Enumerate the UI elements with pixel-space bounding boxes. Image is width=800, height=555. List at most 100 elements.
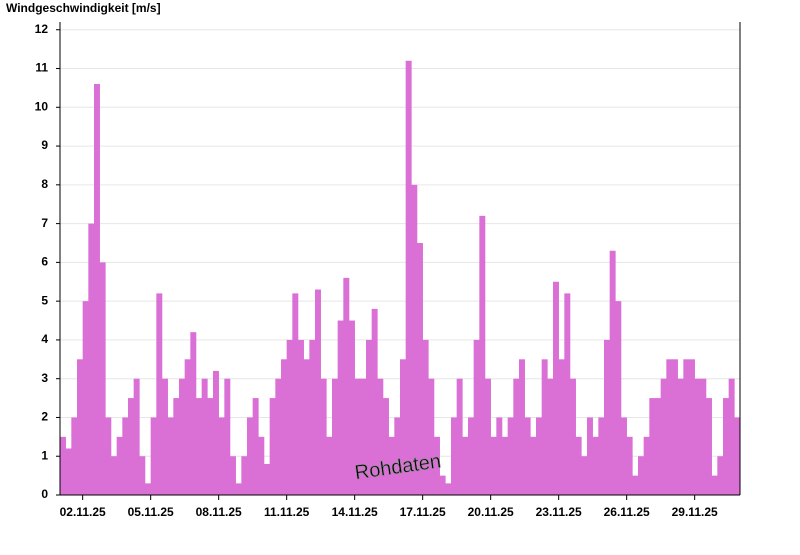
- y-tick-label: 6: [41, 255, 48, 269]
- bar: [184, 359, 191, 495]
- bar: [252, 398, 259, 495]
- bar: [303, 359, 310, 495]
- bar: [615, 301, 622, 495]
- bar: [734, 417, 741, 495]
- bar: [609, 250, 616, 495]
- bar: [541, 359, 548, 495]
- bar: [264, 463, 270, 495]
- bar: [626, 436, 633, 495]
- bar: [150, 417, 157, 495]
- bar: [122, 417, 129, 495]
- bar: [349, 320, 355, 495]
- bar: [162, 378, 168, 495]
- bar: [360, 378, 367, 495]
- bar: [230, 456, 236, 495]
- bar: [417, 242, 423, 495]
- bar: [269, 398, 276, 495]
- bar: [689, 359, 695, 495]
- y-tick-label: 10: [35, 99, 49, 113]
- bar: [666, 359, 673, 495]
- bar: [196, 398, 202, 495]
- bar: [88, 223, 95, 495]
- bar: [728, 378, 735, 495]
- bar: [224, 378, 231, 495]
- bar: [133, 378, 140, 495]
- bar: [281, 359, 287, 495]
- x-tick-label: 29.11.25: [672, 505, 718, 519]
- bar: [60, 436, 66, 495]
- x-tick-label: 08.11.25: [196, 505, 242, 519]
- x-tick-label: 20.11.25: [468, 505, 514, 519]
- bar: [128, 398, 134, 495]
- bar: [298, 339, 304, 495]
- bar: [513, 378, 520, 495]
- bar: [660, 378, 667, 495]
- bar: [241, 456, 248, 495]
- bar: [479, 215, 486, 495]
- bar: [598, 417, 605, 495]
- bar: [451, 417, 457, 495]
- bar: [139, 456, 146, 495]
- bar: [247, 417, 253, 495]
- bar: [524, 417, 531, 495]
- x-tick-label: 11.11.25: [264, 505, 310, 519]
- bar: [723, 398, 729, 495]
- bar: [553, 281, 559, 495]
- bar: [400, 359, 406, 495]
- y-tick-label: 5: [41, 293, 48, 307]
- y-tick-label: 0: [41, 487, 48, 501]
- bar: [388, 436, 395, 495]
- bar: [332, 378, 338, 495]
- bar: [394, 417, 401, 495]
- chart-title: Windgeschwindigkeit [m/s]: [6, 1, 161, 15]
- bar: [468, 417, 474, 495]
- bar: [581, 456, 588, 495]
- bar: [383, 398, 389, 495]
- bar: [706, 398, 712, 495]
- bar: [116, 436, 123, 495]
- y-tick-label: 11: [35, 61, 48, 75]
- bar: [105, 417, 112, 495]
- y-tick-label: 4: [41, 332, 48, 346]
- bar: [422, 339, 429, 495]
- bar: [536, 417, 542, 495]
- bar: [547, 378, 554, 495]
- bar: [179, 378, 185, 495]
- bar: [655, 398, 661, 495]
- bar: [309, 339, 316, 495]
- bar: [621, 417, 627, 495]
- bar: [587, 417, 593, 495]
- bar: [473, 339, 480, 495]
- bar: [428, 378, 435, 495]
- bar: [371, 308, 378, 495]
- y-tick-label: 8: [41, 177, 48, 191]
- bar: [672, 359, 678, 495]
- x-tick-label: 23.11.25: [536, 505, 582, 519]
- bar: [519, 359, 525, 495]
- bar: [354, 378, 361, 495]
- bar: [366, 339, 372, 495]
- bar: [694, 378, 701, 495]
- y-tick-label: 7: [41, 216, 48, 230]
- bar: [326, 436, 333, 495]
- bar: [445, 483, 452, 495]
- bar: [677, 378, 684, 495]
- bar: [167, 417, 174, 495]
- bar: [343, 277, 350, 495]
- bar: [638, 456, 644, 495]
- bar: [190, 332, 197, 495]
- bar: [717, 456, 724, 495]
- bar: [632, 475, 639, 495]
- bar: [207, 398, 214, 495]
- bar: [286, 339, 293, 495]
- bar: [711, 475, 718, 495]
- bar: [94, 84, 100, 496]
- bar: [411, 184, 418, 495]
- bar: [111, 456, 117, 495]
- bar: [485, 378, 491, 495]
- y-tick-label: 3: [41, 371, 48, 385]
- bar: [490, 436, 497, 495]
- bar: [604, 339, 610, 495]
- bar: [173, 398, 180, 495]
